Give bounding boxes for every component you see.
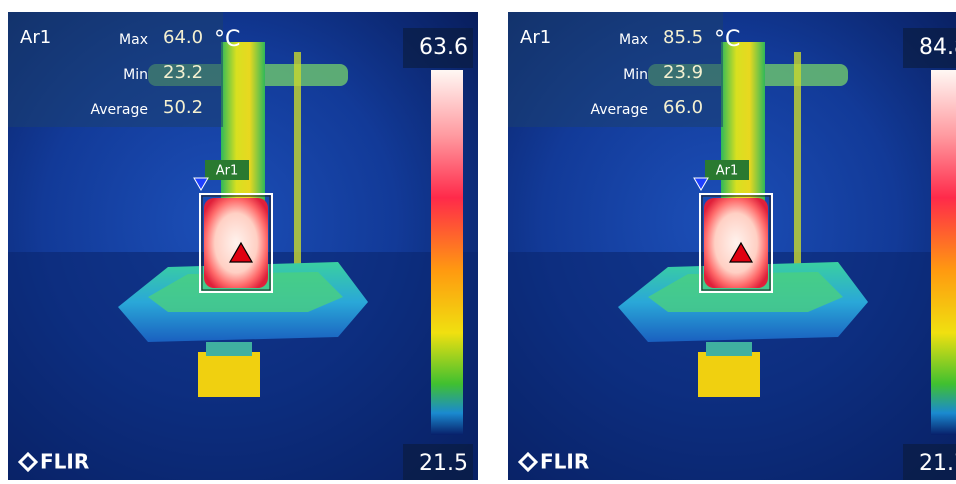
lower-stem xyxy=(706,342,752,356)
logo: FLIR xyxy=(40,450,89,474)
rod xyxy=(794,52,801,282)
scale-max: 84.8 xyxy=(919,35,956,60)
stat-value: 64.0 xyxy=(163,27,203,48)
scale-min: 21.5 xyxy=(419,451,468,476)
stat-label: Average xyxy=(591,102,649,118)
stat-label: Max xyxy=(619,32,648,48)
stat-value: 50.2 xyxy=(163,97,203,118)
stat-value: 23.2 xyxy=(163,62,203,83)
stat-value: 23.9 xyxy=(663,62,703,83)
thermal-panel: Ar1 Ar1 Max 64.0 Min 23.2 Average 50.2 °C 63.6 21.… xyxy=(8,12,478,480)
lower-block xyxy=(198,352,260,397)
lower-block xyxy=(698,352,760,397)
rod xyxy=(294,52,301,282)
scale-min: 21.7 xyxy=(919,451,956,476)
lower-stem xyxy=(206,342,252,356)
column xyxy=(721,42,765,207)
stat-label: Max xyxy=(119,32,148,48)
scale-max: 63.6 xyxy=(419,35,468,60)
box-label: Ar1 xyxy=(716,164,739,179)
logo: FLIR xyxy=(540,450,589,474)
stat-value: 66.0 xyxy=(663,97,703,118)
area-name: Ar1 xyxy=(520,27,551,48)
stat-label: Min xyxy=(123,67,148,83)
column xyxy=(221,42,265,207)
thermal-panel: Ar1 Ar1 Max 85.5 Min 23.9 Average 66.0 °C 84.8 21.… xyxy=(508,12,956,480)
color-scale xyxy=(931,70,956,435)
area-name: Ar1 xyxy=(20,27,51,48)
thermal-screens: Ar1 Ar1 Max 64.0 Min 23.2 Average 50.2 °C 63.6 21.… xyxy=(0,0,956,484)
stat-label: Min xyxy=(623,67,648,83)
hot-spot xyxy=(204,198,268,288)
color-scale xyxy=(431,70,463,435)
unit: °C xyxy=(214,27,240,52)
stat-value: 85.5 xyxy=(663,27,703,48)
stat-label: Average xyxy=(91,102,149,118)
box-label: Ar1 xyxy=(216,164,239,179)
hot-spot xyxy=(704,198,768,288)
unit: °C xyxy=(714,27,740,52)
